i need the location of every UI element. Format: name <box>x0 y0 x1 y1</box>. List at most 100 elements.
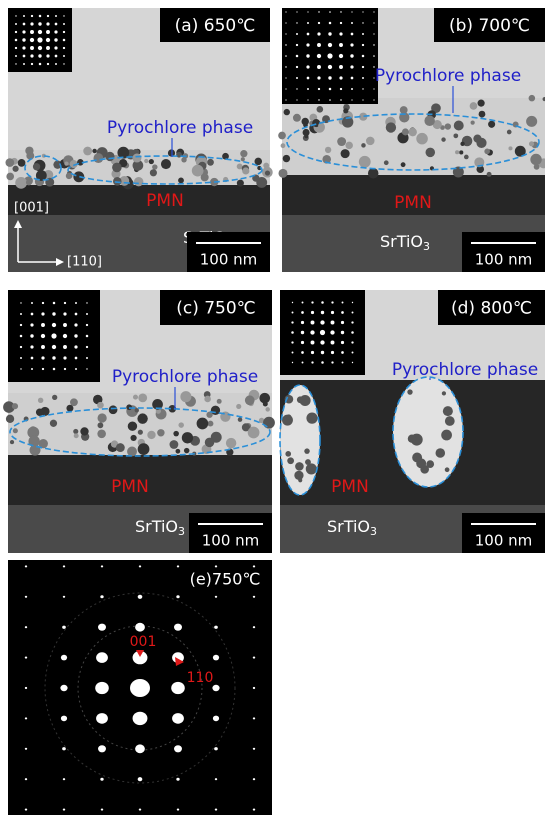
grain <box>453 133 458 138</box>
grain <box>424 116 434 126</box>
diffraction-spot <box>174 745 182 752</box>
diffraction-spot <box>362 22 363 23</box>
diffraction-spot <box>296 66 298 68</box>
diffraction-spot <box>54 46 57 49</box>
grain <box>138 443 150 455</box>
diffraction-spot <box>38 22 41 25</box>
diffraction-spot <box>329 99 331 101</box>
grain <box>287 457 294 464</box>
diffraction-spot <box>330 330 334 334</box>
scale-bar-label: 100 nm <box>200 251 258 269</box>
diffraction-spot <box>38 46 42 50</box>
axis-label: [110] <box>67 255 102 270</box>
grain <box>127 447 137 457</box>
diffraction-spot <box>52 323 56 327</box>
diffraction-spot <box>47 15 49 17</box>
diffraction-spot <box>285 33 286 34</box>
diffraction-spot <box>25 687 27 689</box>
diffraction-spot <box>172 713 184 724</box>
diffraction-spot <box>98 624 106 631</box>
diffraction-spot <box>351 77 354 80</box>
diffraction-spot <box>213 655 219 661</box>
diffraction-spot <box>311 361 313 363</box>
diffraction-spot <box>64 368 66 370</box>
substrate-subscript: 3 <box>423 240 430 253</box>
grain <box>470 102 478 110</box>
diffraction-spot <box>25 717 27 719</box>
diffraction-spot <box>53 302 56 305</box>
diffraction-spot <box>52 312 55 315</box>
diffraction-spot <box>329 11 331 13</box>
grain <box>508 146 512 150</box>
diffraction-spot <box>47 63 49 65</box>
diffraction-spot <box>25 748 27 750</box>
annotation: Pyrochlore phase <box>107 118 253 138</box>
diffraction-spot <box>296 22 297 23</box>
grain <box>441 430 452 441</box>
substrate-label: SrTiO3 <box>135 517 185 539</box>
grain <box>5 158 14 167</box>
diffraction-spot <box>306 54 309 57</box>
grain <box>66 405 73 412</box>
grain <box>426 460 434 468</box>
grain <box>97 430 106 439</box>
grain <box>126 404 132 410</box>
annotation: Pyrochlore phase <box>375 66 521 86</box>
diffraction-spot <box>318 22 320 24</box>
diffraction-spot <box>373 99 374 100</box>
grain <box>529 141 534 146</box>
diffraction-spot <box>31 368 33 370</box>
diffraction-spot <box>307 33 310 36</box>
diffraction-spot <box>86 324 88 326</box>
diffraction-spot <box>63 356 66 359</box>
diffraction-spot <box>342 362 344 364</box>
diffraction-spot <box>291 341 293 343</box>
substrate-label: SrTiO3 <box>380 232 430 254</box>
diffraction-spot <box>52 345 56 349</box>
grain <box>425 148 435 158</box>
diffraction-spot <box>86 357 88 359</box>
diffraction-spot <box>285 22 286 23</box>
diffraction-spot <box>352 312 354 314</box>
grain <box>6 173 14 181</box>
diffraction-spot <box>285 99 286 100</box>
grain <box>93 153 103 163</box>
diffraction-spot <box>373 22 374 23</box>
diffraction-spot <box>318 11 319 12</box>
grain <box>12 403 18 409</box>
diffraction-spot <box>75 313 78 316</box>
diffraction-spot <box>63 334 67 338</box>
diffraction-spot <box>75 357 78 360</box>
grain <box>245 395 255 405</box>
diffraction-spot <box>23 63 25 65</box>
grain <box>236 404 241 409</box>
diffraction-spot <box>329 22 332 25</box>
diffraction-spot <box>301 351 304 354</box>
substrate-formula: SrTiO <box>135 517 178 536</box>
grain <box>295 462 304 471</box>
diffraction-spot <box>63 55 65 57</box>
grain <box>255 158 263 166</box>
diffraction-spot <box>340 88 342 90</box>
diffraction-spot <box>25 565 27 567</box>
diffraction-spot <box>320 320 324 324</box>
diffraction-spot <box>138 777 143 781</box>
grain <box>284 109 290 115</box>
diffraction-spot <box>63 565 65 567</box>
grain <box>13 428 18 433</box>
grain <box>384 160 389 165</box>
diffraction-spot <box>214 747 218 750</box>
diffraction-spot <box>339 54 343 58</box>
diffraction-spot <box>339 76 342 79</box>
grain <box>345 142 352 149</box>
diffraction-spot <box>320 330 325 335</box>
diffraction-spot <box>31 302 33 304</box>
diffraction-spot <box>20 368 21 369</box>
diffraction-spot <box>55 63 57 65</box>
diffraction-spot <box>373 11 374 12</box>
diffraction-spot <box>30 334 33 337</box>
grain <box>534 164 540 170</box>
diffraction-spot <box>351 22 353 24</box>
diffraction-spot <box>54 30 57 33</box>
diffraction-spot <box>253 626 255 628</box>
